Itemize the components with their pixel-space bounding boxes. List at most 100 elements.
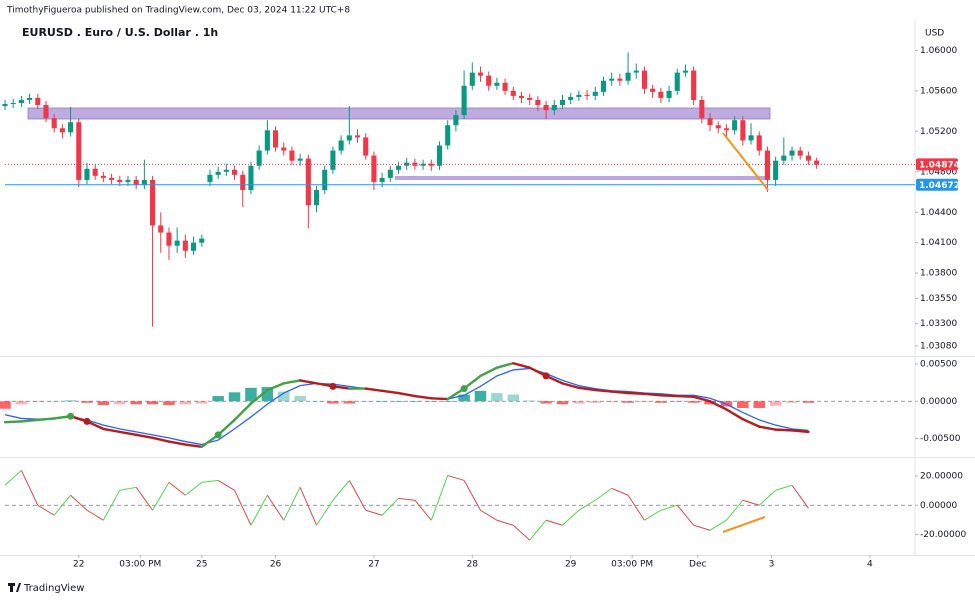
histogram-bar xyxy=(753,401,765,408)
candle-body xyxy=(502,82,508,91)
candle-body xyxy=(281,147,287,151)
macd-segment xyxy=(626,391,646,396)
candle-body xyxy=(486,75,492,86)
candle-body xyxy=(59,128,65,133)
histogram-bar xyxy=(458,394,470,402)
candle-body xyxy=(150,179,156,226)
candle-body xyxy=(166,232,172,246)
macd-segment xyxy=(790,429,810,434)
candle-body xyxy=(658,91,664,98)
histogram-bar xyxy=(278,391,290,402)
oscillator-segment xyxy=(742,499,760,506)
candle-body xyxy=(2,104,8,107)
candle-body xyxy=(789,150,795,156)
macd-segment xyxy=(610,390,630,395)
candle-body xyxy=(158,225,164,233)
cross-dot xyxy=(460,385,468,393)
candle-body xyxy=(297,158,303,161)
oscillator-segment xyxy=(152,482,170,511)
oscillator-segment xyxy=(53,494,71,516)
histogram-bar xyxy=(589,401,602,403)
cross-dot xyxy=(67,412,75,420)
candle-body xyxy=(592,91,598,96)
cross-dot xyxy=(329,382,337,390)
candle-body xyxy=(535,99,541,106)
cross-dot xyxy=(214,431,222,439)
candle-body xyxy=(764,150,770,180)
supply-zone xyxy=(27,107,771,120)
x-tick-label: 25 xyxy=(196,560,207,570)
macd-segment xyxy=(643,392,663,397)
candle-body xyxy=(199,238,205,243)
brand: TradingView xyxy=(23,583,84,594)
price-label-box xyxy=(916,178,958,191)
histogram-bar xyxy=(605,401,618,403)
oscillator-segment xyxy=(316,499,334,526)
candle-body xyxy=(223,169,229,172)
candle-body xyxy=(756,135,762,151)
candle-body xyxy=(232,169,238,175)
histogram-bar xyxy=(474,390,487,402)
histogram-bar xyxy=(359,401,372,402)
cross-dot xyxy=(542,372,550,380)
histogram-bar xyxy=(245,387,257,402)
candle-body xyxy=(35,97,41,106)
oscillator-segment xyxy=(365,509,383,516)
histogram-bar xyxy=(212,396,224,402)
candle-body xyxy=(363,137,369,156)
support-zone xyxy=(395,176,768,180)
candle-body xyxy=(68,122,74,133)
candle-body xyxy=(674,72,680,91)
oscillator-segment xyxy=(545,519,563,526)
macd-segment xyxy=(134,433,154,440)
chart-title: EURUSD . Euro / U.S. Dollar . 1h xyxy=(22,26,218,39)
candle-body xyxy=(797,150,803,156)
y-tick-label: 1.04100 xyxy=(920,238,957,248)
x-tick-label: 27 xyxy=(368,560,379,570)
oscillator-segment xyxy=(70,494,88,511)
candle-body xyxy=(240,174,246,191)
candle-body xyxy=(650,88,656,92)
macd-segment xyxy=(741,417,761,428)
histogram-bar xyxy=(228,392,241,402)
oscillator-segment xyxy=(627,494,645,521)
macd-segment xyxy=(725,408,745,421)
candle-body xyxy=(125,179,131,182)
oscillator-segment xyxy=(102,490,121,521)
byline: TimothyFigueroa published on TradingView… xyxy=(6,6,350,16)
oscillator-segment xyxy=(299,487,317,526)
y-tick-label: 0.00000 xyxy=(920,397,957,407)
oscillator-segment xyxy=(594,487,612,501)
histogram-bar xyxy=(671,401,683,403)
candle-body xyxy=(117,179,123,182)
oscillator-segment xyxy=(709,519,727,531)
oscillator-segment xyxy=(726,499,744,521)
candle-body xyxy=(404,162,410,166)
oscillator-segment xyxy=(283,487,301,521)
oscillator-segment xyxy=(217,479,235,491)
histogram-bar xyxy=(376,401,388,402)
histogram-bar xyxy=(310,401,323,402)
cross-dot xyxy=(83,417,91,425)
candle-body xyxy=(330,150,336,170)
trend-drawing xyxy=(722,132,769,191)
oscillator-segment xyxy=(381,497,399,516)
candle-body xyxy=(707,118,713,126)
candle-body xyxy=(207,174,213,182)
oscillator-segment xyxy=(775,484,793,491)
histogram-bar xyxy=(441,401,454,402)
price-label-box xyxy=(916,158,958,171)
candle-body xyxy=(322,169,328,191)
oscillator-segment xyxy=(496,519,514,526)
candle-body xyxy=(445,125,451,146)
x-tick-label: 4 xyxy=(867,560,873,570)
oscillator-segment xyxy=(562,509,580,526)
price-label: 1.04874 xyxy=(919,160,960,170)
macd-segment xyxy=(561,382,581,390)
x-tick-label: 22 xyxy=(73,560,84,570)
divergence-drawing xyxy=(722,516,766,533)
candle-body xyxy=(576,94,582,97)
histogram-bar xyxy=(622,401,634,403)
oscillator-segment xyxy=(168,481,186,496)
